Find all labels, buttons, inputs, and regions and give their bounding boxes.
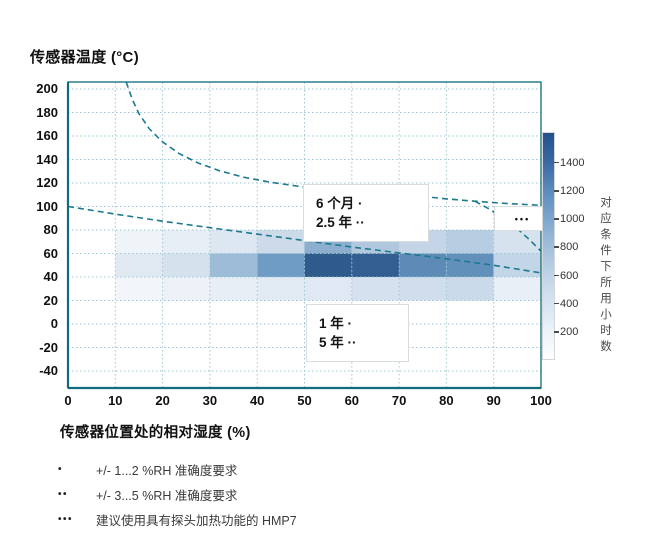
legend-item-hmp7-recommendation: ••• 建议使用具有探头加热功能的 HMP7 [58, 512, 297, 528]
annotation-line: 2.5 年 ·· [316, 215, 365, 230]
colorbar-tick-mark [554, 161, 559, 164]
colorbar-tick-mark [554, 246, 559, 248]
annotation-line: 1 年 · [319, 316, 353, 331]
x-tick-label: 30 [202, 393, 218, 408]
colorbar-tick-label: 800 [560, 241, 579, 254]
legend: • +/- 1...2 %RH 准确度要求 •• +/- 3...5 %RH 准… [58, 462, 297, 537]
x-tick-label: 40 [249, 393, 265, 408]
y-tick-label: -40 [39, 363, 58, 378]
legend-item-label: 建议使用具有探头加热功能的 HMP7 [96, 514, 297, 528]
colorbar [542, 132, 555, 360]
y-tick-label: 60 [43, 245, 58, 261]
y-tick-label: -20 [39, 339, 58, 355]
y-tick-label: 100 [36, 198, 58, 214]
y-tick-label: 20 [43, 292, 58, 308]
annotation-probe-heating-dots: ••• [494, 206, 551, 231]
x-tick-label: 0 [64, 393, 72, 408]
triple-dot-marker: ••• [514, 213, 531, 224]
y-tick-label: 160 [36, 128, 58, 143]
legend-item-accuracy-1-2: • +/- 1...2 %RH 准确度要求 [58, 462, 297, 478]
colorbar-tick-label: 400 [560, 297, 579, 310]
annotation-6months-2-5years: 6 个月 · 2.5 年 ·· [303, 184, 429, 242]
colorbar-tick-label: 200 [560, 326, 579, 338]
x-tick-label: 60 [344, 393, 360, 408]
annotation-line: 6 个月 · [316, 196, 363, 211]
annotation-1year-5years: 1 年 · 5 年 ·· [306, 304, 409, 362]
colorbar-tick-label: 1200 [560, 185, 585, 198]
y-tick-label: 200 [36, 81, 58, 96]
annotation-line: 5 年 ·· [319, 335, 357, 350]
y-tick-label: 120 [36, 175, 58, 190]
colorbar-tick-label: 600 [560, 269, 579, 282]
double-dot-marker: •• [58, 489, 69, 500]
x-tick-label: 80 [439, 393, 454, 408]
y-tick-label: 180 [36, 104, 58, 120]
legend-item-label: +/- 3...5 %RH 准确度要求 [96, 489, 238, 503]
colorbar-tick-label: 1400 [560, 156, 585, 169]
triple-dot-marker: ••• [58, 514, 74, 525]
colorbar-tick-mark [554, 218, 559, 220]
x-tick-label: 20 [155, 393, 170, 408]
legend-item-accuracy-3-5: •• +/- 3...5 %RH 准确度要求 [58, 487, 297, 503]
y-tick-label: 80 [43, 222, 58, 237]
colorbar-tick-mark [554, 331, 559, 333]
colorbar-label: 对应条件下所用小时数 [599, 196, 611, 356]
x-tick-label: 50 [297, 393, 312, 408]
x-tick-label: 70 [391, 393, 407, 408]
x-tick-label: 100 [530, 393, 552, 408]
colorbar-tick-mark [554, 274, 559, 277]
legend-item-label: +/- 1...2 %RH 准确度要求 [96, 464, 238, 478]
y-axis-title: 传感器温度 (°C) [30, 49, 139, 66]
x-tick-label: 90 [486, 393, 501, 408]
colorbar-tick-label: 1000 [560, 213, 585, 226]
single-dot-marker: • [58, 464, 64, 475]
x-tick-label: 10 [108, 393, 123, 408]
y-tick-label: 0 [50, 316, 58, 331]
y-tick-label: 140 [36, 151, 58, 167]
colorbar-tick-mark [554, 190, 559, 192]
x-axis-title: 传感器位置处的相对湿度 (%) [60, 425, 251, 441]
colorbar-tick-mark [554, 302, 559, 305]
y-tick-label: 40 [43, 269, 58, 284]
